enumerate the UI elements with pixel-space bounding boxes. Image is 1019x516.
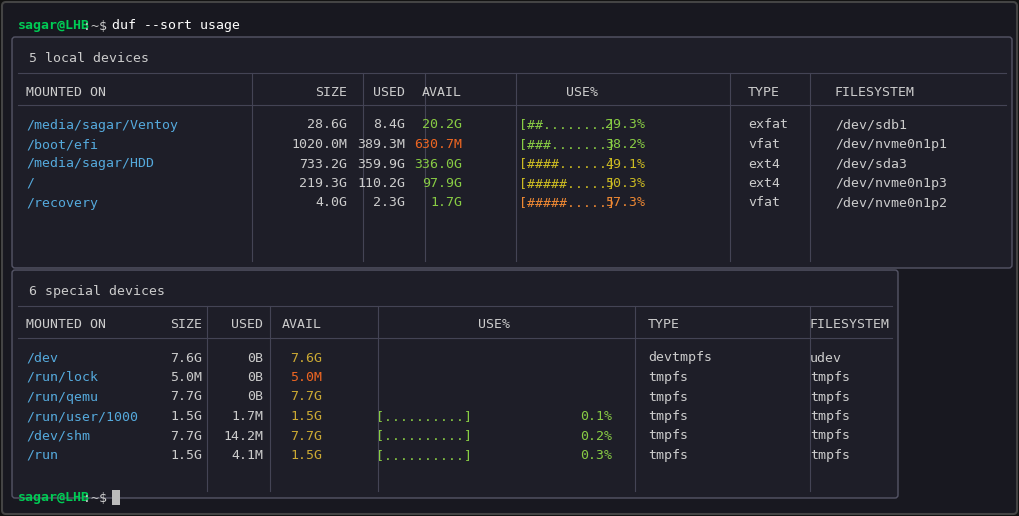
Text: 0.3%: 0.3% xyxy=(580,449,612,462)
Text: /run/qemu: /run/qemu xyxy=(26,391,98,404)
Text: tmpfs: tmpfs xyxy=(648,429,688,443)
Text: 5.0M: 5.0M xyxy=(290,371,322,384)
Text: :~$: :~$ xyxy=(83,20,115,33)
Text: duf --sort usage: duf --sort usage xyxy=(112,20,239,33)
Text: ext4: ext4 xyxy=(748,177,780,190)
Text: 0B: 0B xyxy=(247,351,263,364)
Text: 8.4G: 8.4G xyxy=(373,119,405,132)
Text: tmpfs: tmpfs xyxy=(648,371,688,384)
Text: tmpfs: tmpfs xyxy=(810,391,850,404)
Text: 1.7G: 1.7G xyxy=(430,197,462,209)
Text: 6 special devices: 6 special devices xyxy=(29,284,165,298)
Text: sagar@LHB: sagar@LHB xyxy=(18,20,90,33)
Text: 359.9G: 359.9G xyxy=(357,157,405,170)
Text: 1.5G: 1.5G xyxy=(290,449,322,462)
Text: /dev/shm: /dev/shm xyxy=(26,429,90,443)
FancyBboxPatch shape xyxy=(12,37,1012,268)
Text: vfat: vfat xyxy=(748,197,780,209)
Text: SIZE: SIZE xyxy=(170,318,202,331)
Text: /run/user/1000: /run/user/1000 xyxy=(26,410,138,423)
Text: [###.......]: [###.......] xyxy=(519,138,615,151)
Text: /dev/sdb1: /dev/sdb1 xyxy=(835,119,907,132)
Text: udev: udev xyxy=(810,351,842,364)
Text: 7.6G: 7.6G xyxy=(170,351,202,364)
Text: tmpfs: tmpfs xyxy=(648,391,688,404)
Text: 389.3M: 389.3M xyxy=(357,138,405,151)
Text: 1020.0M: 1020.0M xyxy=(291,138,347,151)
Text: AVAIL: AVAIL xyxy=(282,318,322,331)
Text: USED: USED xyxy=(373,86,405,99)
Text: ext4: ext4 xyxy=(748,157,780,170)
Text: SIZE: SIZE xyxy=(315,86,347,99)
Text: 110.2G: 110.2G xyxy=(357,177,405,190)
Text: :~$: :~$ xyxy=(83,492,115,505)
Text: tmpfs: tmpfs xyxy=(810,410,850,423)
Text: [#####.....]: [#####.....] xyxy=(519,197,615,209)
Text: tmpfs: tmpfs xyxy=(810,429,850,443)
Text: 1.5G: 1.5G xyxy=(170,410,202,423)
Text: USE%: USE% xyxy=(478,318,510,331)
Text: tmpfs: tmpfs xyxy=(810,449,850,462)
Text: [..........]: [..........] xyxy=(376,429,472,443)
Text: 7.7G: 7.7G xyxy=(170,429,202,443)
Text: 0B: 0B xyxy=(247,391,263,404)
Text: [..........]: [..........] xyxy=(376,449,472,462)
Text: /dev: /dev xyxy=(26,351,58,364)
Text: /: / xyxy=(26,177,34,190)
Text: 4.1M: 4.1M xyxy=(231,449,263,462)
Text: sagar@LHB: sagar@LHB xyxy=(18,492,90,505)
Text: 5.0M: 5.0M xyxy=(170,371,202,384)
Text: USED: USED xyxy=(231,318,263,331)
Text: tmpfs: tmpfs xyxy=(810,371,850,384)
Text: AVAIL: AVAIL xyxy=(422,86,462,99)
FancyBboxPatch shape xyxy=(12,270,898,498)
Text: tmpfs: tmpfs xyxy=(648,449,688,462)
Text: 20.2G: 20.2G xyxy=(422,119,462,132)
Text: 733.2G: 733.2G xyxy=(299,157,347,170)
Text: [#####.....]: [#####.....] xyxy=(519,177,615,190)
Text: MOUNTED ON: MOUNTED ON xyxy=(26,318,106,331)
Text: 336.0G: 336.0G xyxy=(414,157,462,170)
Text: 38.2%: 38.2% xyxy=(605,138,645,151)
Text: TYPE: TYPE xyxy=(748,86,780,99)
Text: 97.9G: 97.9G xyxy=(422,177,462,190)
Text: /dev/nvme0n1p3: /dev/nvme0n1p3 xyxy=(835,177,947,190)
Text: 219.3G: 219.3G xyxy=(299,177,347,190)
Text: /boot/efi: /boot/efi xyxy=(26,138,98,151)
Text: 0.1%: 0.1% xyxy=(580,410,612,423)
Text: /run/lock: /run/lock xyxy=(26,371,98,384)
Text: 630.7M: 630.7M xyxy=(414,138,462,151)
Text: exfat: exfat xyxy=(748,119,788,132)
Text: 7.7G: 7.7G xyxy=(290,391,322,404)
Text: 1.5G: 1.5G xyxy=(290,410,322,423)
Text: devtmpfs: devtmpfs xyxy=(648,351,712,364)
Text: 7.7G: 7.7G xyxy=(170,391,202,404)
Text: /dev/sda3: /dev/sda3 xyxy=(835,157,907,170)
Text: 1.5G: 1.5G xyxy=(170,449,202,462)
Text: 1.7M: 1.7M xyxy=(231,410,263,423)
Text: 0B: 0B xyxy=(247,371,263,384)
Text: /media/sagar/HDD: /media/sagar/HDD xyxy=(26,157,154,170)
Text: 29.3%: 29.3% xyxy=(605,119,645,132)
Text: [####......]: [####......] xyxy=(519,157,615,170)
Text: /recovery: /recovery xyxy=(26,197,98,209)
Text: 28.6G: 28.6G xyxy=(307,119,347,132)
Text: 57.3%: 57.3% xyxy=(605,197,645,209)
Text: 14.2M: 14.2M xyxy=(223,429,263,443)
Text: FILESYSTEM: FILESYSTEM xyxy=(835,86,915,99)
Text: USE%: USE% xyxy=(566,86,598,99)
Text: MOUNTED ON: MOUNTED ON xyxy=(26,86,106,99)
Text: [..........]: [..........] xyxy=(376,410,472,423)
Text: TYPE: TYPE xyxy=(648,318,680,331)
Text: /dev/nvme0n1p1: /dev/nvme0n1p1 xyxy=(835,138,947,151)
Text: /media/sagar/Ventoy: /media/sagar/Ventoy xyxy=(26,119,178,132)
Text: FILESYSTEM: FILESYSTEM xyxy=(810,318,890,331)
Bar xyxy=(112,490,119,505)
Text: tmpfs: tmpfs xyxy=(648,410,688,423)
Text: 7.6G: 7.6G xyxy=(290,351,322,364)
Text: 0.2%: 0.2% xyxy=(580,429,612,443)
Text: 2.3G: 2.3G xyxy=(373,197,405,209)
Text: 50.3%: 50.3% xyxy=(605,177,645,190)
Text: vfat: vfat xyxy=(748,138,780,151)
